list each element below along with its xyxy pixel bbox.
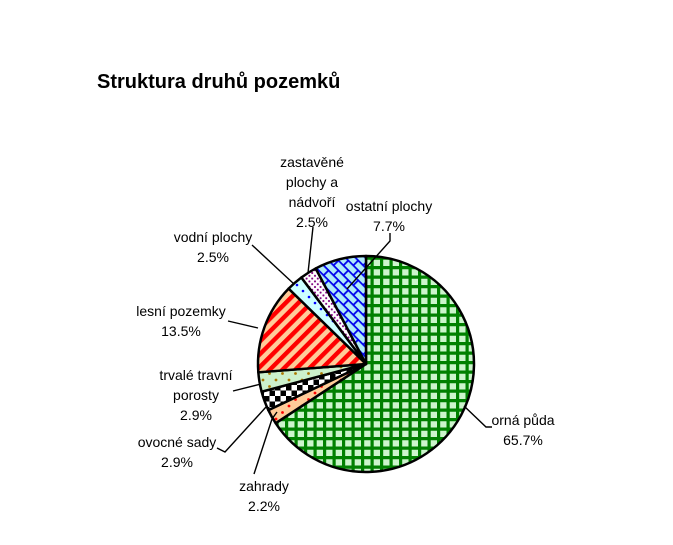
pie-label-ovocne-sady: ovocné sady 2.9% [137,434,217,470]
pie-label-trvale-travni-porosty: trvalé travní porosty 2.9% [159,367,233,423]
leader-line-vodni-plochy [251,244,295,285]
leader-line-zastavene-plochy-a-nadvori [307,226,314,274]
leader-line-ovocne-sady [216,406,267,453]
pie-label-zastavene-plochy-a-nadvori: zastavěné plochy a nádvoří 2.5% [280,154,344,230]
leader-line-ostatni-plochy [346,233,391,290]
leader-lines-group [216,226,492,475]
pie-slice-lesní-pozemky [256,287,368,374]
leader-line-lesni-pozemky [227,320,259,329]
pie-label-orna-puda: orná půda 65.7% [491,412,555,448]
leader-line-orna-puda [463,405,492,428]
pie-label-vodni-plochy: vodní plochy 2.5% [173,229,253,265]
pie-label-zahrady: zahrady 2.2% [239,478,289,514]
pie-label-ostatni-plochy: ostatní plochy 7.7% [345,198,433,234]
chart-title: Struktura druhů pozemků [97,71,341,93]
pie-slice-ostatní-plochy [314,254,368,366]
pie-slice-orná-půda [274,254,476,474]
leader-line-zahrady [253,411,278,475]
leader-line-trvale-travni-porosty [232,383,262,392]
pie-slices-group [256,254,476,474]
pie-label-lesni-pozemky: lesní pozemky 13.5% [136,303,226,339]
